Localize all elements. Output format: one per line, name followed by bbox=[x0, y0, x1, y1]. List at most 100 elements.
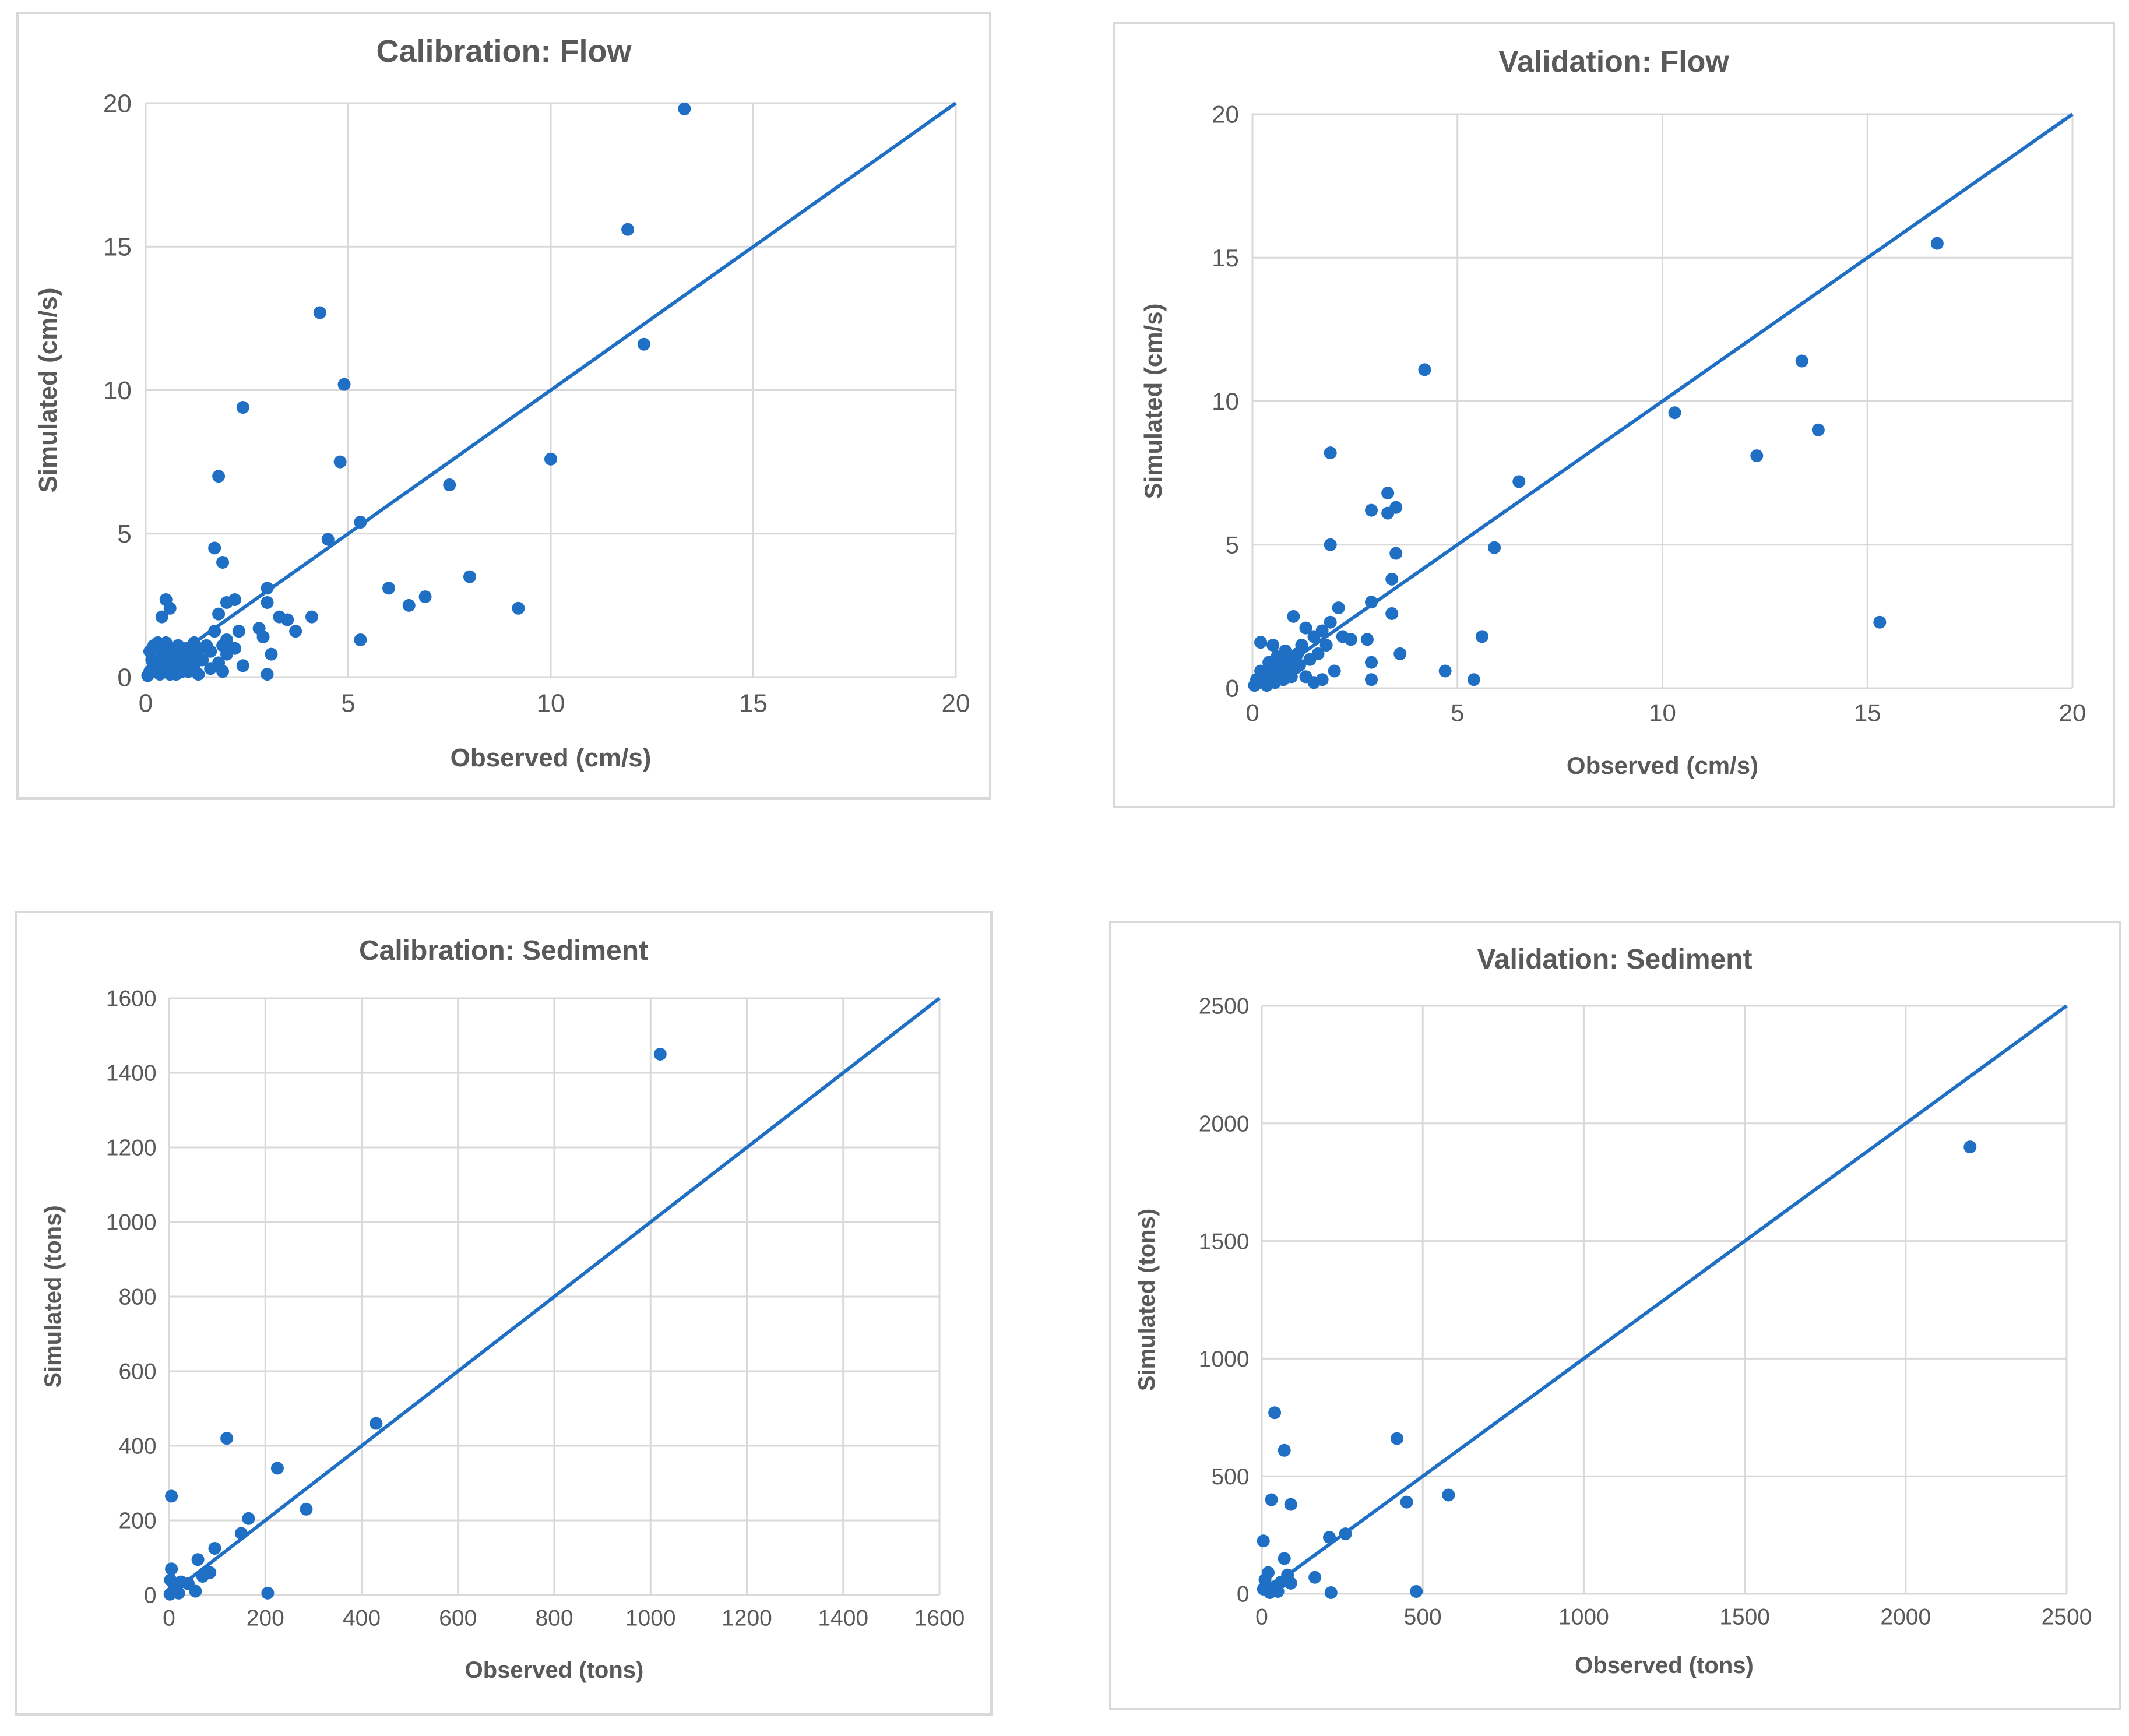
data-point bbox=[354, 633, 367, 646]
data-point bbox=[402, 598, 416, 612]
x-tick-label: 2000 bbox=[1880, 1605, 1931, 1630]
data-point bbox=[242, 1512, 255, 1525]
data-point bbox=[1410, 1584, 1423, 1598]
x-tick-label: 200 bbox=[247, 1606, 284, 1631]
data-point bbox=[1324, 538, 1337, 551]
data-point bbox=[333, 455, 347, 469]
data-point bbox=[1360, 633, 1374, 646]
chart-validation-flow: Validation: Flow 0 5 10 15 20 0 5 10 15 20 Observed… bbox=[1139, 45, 2086, 779]
y-tick-label: 20 bbox=[103, 89, 132, 118]
trendline bbox=[1261, 1004, 2068, 1596]
y-tick-label: 200 bbox=[118, 1509, 156, 1534]
x-tick-label: 20 bbox=[2059, 699, 2086, 727]
data-point bbox=[212, 470, 226, 483]
data-point bbox=[1963, 1140, 1977, 1154]
chart-panel-validation-sediment: Validation: Sediment 0 500 1000 1500 2000 2500… bbox=[1109, 921, 2121, 1710]
y-tick-label: 5 bbox=[117, 520, 131, 548]
y-tick-label: 400 bbox=[118, 1434, 156, 1459]
x-tick-label: 800 bbox=[535, 1606, 573, 1631]
data-point bbox=[1262, 656, 1276, 669]
data-point bbox=[1438, 664, 1452, 678]
chart-calibration-flow: Calibration: Flow 0 5 10 15 20 0 5 10 15 20 Observe… bbox=[34, 34, 970, 772]
data-point bbox=[1324, 1586, 1338, 1599]
data-point bbox=[637, 337, 650, 351]
y-tick-label: 0 bbox=[1226, 675, 1239, 702]
trendline bbox=[145, 101, 957, 679]
data-point bbox=[216, 639, 230, 652]
x-tick-label: 10 bbox=[1649, 699, 1676, 727]
data-point bbox=[196, 1570, 209, 1583]
data-point bbox=[1299, 670, 1312, 684]
data-point bbox=[147, 639, 160, 652]
data-point bbox=[188, 636, 201, 649]
y-axis-label: Simulated (cm/s) bbox=[34, 287, 62, 492]
data-point bbox=[1512, 475, 1526, 488]
data-point bbox=[300, 1502, 313, 1516]
y-axis-label: Simulated (tons) bbox=[40, 1205, 66, 1388]
data-point bbox=[163, 668, 177, 681]
x-tick-label: 5 bbox=[1451, 699, 1464, 727]
chart-title: Validation: Sediment bbox=[1477, 944, 1752, 975]
data-point bbox=[1795, 354, 1808, 368]
data-point bbox=[1750, 449, 1764, 463]
data-point bbox=[216, 556, 230, 569]
data-point bbox=[463, 570, 476, 583]
data-point bbox=[208, 625, 221, 638]
data-point bbox=[208, 541, 221, 555]
data-point bbox=[265, 647, 278, 661]
data-point bbox=[1930, 237, 1944, 250]
data-point bbox=[1284, 1576, 1297, 1590]
data-point bbox=[1323, 1531, 1336, 1544]
data-point bbox=[1324, 446, 1337, 460]
y-tick-label: 15 bbox=[1212, 244, 1239, 272]
data-point bbox=[1389, 547, 1403, 560]
data-point bbox=[1308, 1571, 1322, 1584]
data-point bbox=[261, 1586, 275, 1600]
data-point bbox=[212, 607, 226, 621]
data-point bbox=[1365, 503, 1378, 517]
x-axis-label: Observed (tons) bbox=[465, 1657, 644, 1683]
data-point bbox=[443, 478, 456, 492]
data-point bbox=[544, 452, 557, 466]
data-point bbox=[354, 516, 367, 529]
data-point bbox=[163, 601, 177, 615]
data-point bbox=[155, 610, 168, 624]
y-tick-label: 1000 bbox=[106, 1210, 157, 1235]
data-point bbox=[256, 631, 270, 644]
y-tick-label: 1600 bbox=[106, 987, 157, 1012]
x-tick-label: 1600 bbox=[914, 1606, 965, 1631]
data-point bbox=[281, 613, 294, 626]
y-tick-label: 0 bbox=[117, 663, 131, 692]
x-tick-label: 1200 bbox=[722, 1606, 772, 1631]
x-axis-label: Observed (tons) bbox=[1575, 1653, 1754, 1678]
data-point bbox=[1418, 363, 1431, 376]
data-point bbox=[1385, 572, 1399, 586]
y-tick-label: 1200 bbox=[106, 1136, 157, 1161]
y-tick-label: 10 bbox=[1212, 388, 1239, 415]
y-tick-label: 2000 bbox=[1199, 1111, 1250, 1136]
data-point bbox=[1400, 1495, 1413, 1509]
data-point bbox=[418, 590, 432, 604]
data-point bbox=[261, 668, 274, 681]
data-point bbox=[1328, 664, 1341, 678]
data-point bbox=[321, 533, 335, 546]
x-axis-label: Observed (cm/s) bbox=[451, 744, 652, 772]
data-point bbox=[1332, 601, 1345, 615]
data-point bbox=[1467, 673, 1480, 686]
data-point bbox=[220, 1432, 234, 1445]
trendline bbox=[168, 996, 941, 1597]
data-point bbox=[1268, 1406, 1282, 1420]
data-point bbox=[1307, 630, 1321, 643]
x-tick-label: 10 bbox=[537, 689, 565, 717]
x-axis-label: Observed (cm/s) bbox=[1567, 752, 1758, 779]
data-point bbox=[236, 401, 249, 414]
y-tick-label: 20 bbox=[1212, 101, 1239, 128]
data-point bbox=[678, 102, 691, 115]
data-point bbox=[1668, 406, 1681, 420]
y-tick-label: 600 bbox=[118, 1360, 156, 1385]
chart-title: Calibration: Flow bbox=[376, 34, 632, 69]
x-tick-label: 0 bbox=[163, 1606, 175, 1631]
chart-calibration-sediment: Calibration: Sediment 0 200 400 600 800 1000 12… bbox=[40, 935, 965, 1683]
data-point bbox=[1488, 541, 1501, 554]
x-tick-label: 1000 bbox=[1558, 1605, 1609, 1630]
